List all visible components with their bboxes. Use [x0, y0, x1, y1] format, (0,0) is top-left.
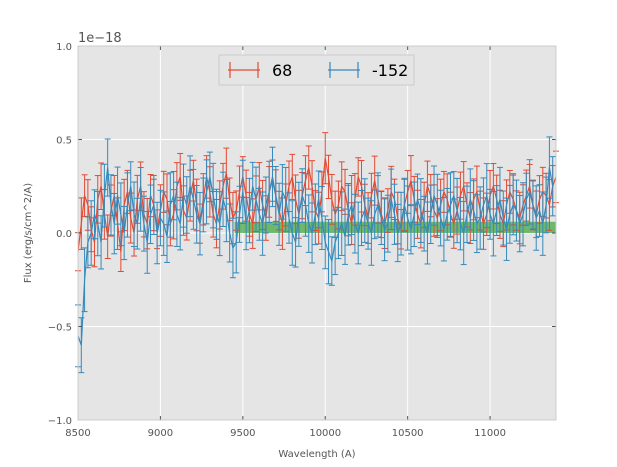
y-tick-label-1: −0.5 — [48, 323, 72, 334]
x-tick-label-11000: 11000 — [474, 428, 506, 439]
legend-item-68: 68 — [228, 61, 292, 80]
legend: 68 -152 — [218, 54, 415, 86]
x-tick-label-10500: 10500 — [392, 428, 424, 439]
series-line--152 — [77, 167, 554, 346]
series--152 — [75, 136, 556, 374]
x-tick-label-9000: 9000 — [148, 428, 173, 439]
y-offset-label: 1e−18 — [78, 31, 122, 46]
y-tick-label-2: 0.0 — [56, 229, 72, 240]
y-tick-label-4: 1.0 — [56, 42, 72, 53]
x-tick-label-10000: 10000 — [309, 428, 341, 439]
legend-item-152: -152 — [328, 61, 408, 80]
x-axis-label: Wavelength (A) — [278, 449, 355, 460]
y-tick-label-3: 0.5 — [56, 136, 72, 147]
x-tick-label-9500: 9500 — [230, 428, 255, 439]
shaded-band-rect — [234, 221, 556, 233]
plot-border — [77, 45, 557, 421]
axis-ticks: 8500 9000 9500 10000 10500 11000 −1.0 −0.5 0.0 0.… — [48, 42, 557, 439]
legend-label-152: -152 — [372, 61, 408, 80]
x-tick-label-8500: 8500 — [65, 428, 90, 439]
legend-label-68: 68 — [272, 61, 292, 80]
y-axis-label: Flux (erg/s/cm^2/A) — [23, 183, 34, 283]
shaded-band — [234, 221, 556, 233]
series-line-68 — [77, 158, 557, 252]
y-tick-label-0: −1.0 — [48, 416, 72, 427]
